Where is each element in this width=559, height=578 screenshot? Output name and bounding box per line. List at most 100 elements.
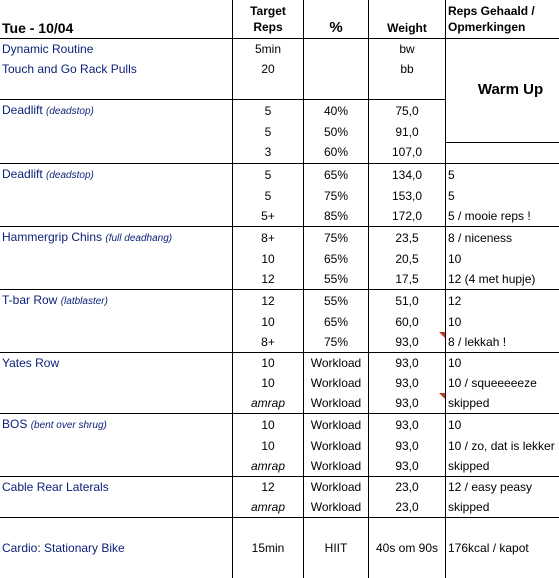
reps-cell[interactable]: 12 bbox=[233, 289, 304, 312]
percent-cell[interactable]: 75% bbox=[304, 226, 369, 249]
warm-up-label[interactable]: Warm Up bbox=[446, 39, 559, 143]
percent-cell[interactable]: 55% bbox=[304, 289, 369, 312]
weight-cell[interactable]: 93,0 bbox=[369, 413, 446, 436]
weight-cell[interactable]: 23,0 bbox=[369, 497, 446, 518]
note-cell[interactable]: 10 bbox=[446, 312, 559, 332]
percent-cell[interactable] bbox=[304, 517, 369, 538]
reps-cell[interactable] bbox=[233, 558, 304, 578]
exercise-cell[interactable] bbox=[0, 456, 233, 477]
weight-cell[interactable]: 40s om 90s bbox=[369, 538, 446, 558]
exercise-cell[interactable] bbox=[0, 269, 233, 290]
percent-cell[interactable]: Workload bbox=[304, 497, 369, 518]
weight-cell[interactable]: 153,0 bbox=[369, 186, 446, 206]
header-reps-done[interactable]: Reps Gehaald /Opmerkingen bbox=[446, 0, 559, 39]
percent-cell[interactable]: HIIT bbox=[304, 538, 369, 558]
exercise-cell[interactable] bbox=[0, 517, 233, 538]
percent-cell[interactable] bbox=[304, 39, 369, 60]
exercise-cell[interactable] bbox=[0, 558, 233, 578]
weight-cell[interactable]: 17,5 bbox=[369, 269, 446, 290]
percent-cell[interactable]: Workload bbox=[304, 373, 369, 393]
percent-cell[interactable]: Workload bbox=[304, 413, 369, 436]
exercise-cell[interactable] bbox=[0, 436, 233, 456]
reps-cell[interactable]: amrap bbox=[233, 393, 304, 414]
note-cell[interactable]: 5 bbox=[446, 186, 559, 206]
note-cell[interactable]: 8 / niceness bbox=[446, 226, 559, 249]
note-cell[interactable] bbox=[446, 558, 559, 578]
reps-cell[interactable]: 12 bbox=[233, 476, 304, 497]
reps-cell[interactable]: amrap bbox=[233, 497, 304, 518]
weight-cell[interactable]: 134,0 bbox=[369, 163, 446, 186]
percent-cell[interactable] bbox=[304, 79, 369, 100]
percent-cell[interactable] bbox=[304, 59, 369, 79]
percent-cell[interactable]: Workload bbox=[304, 393, 369, 414]
exercise-cell[interactable] bbox=[0, 206, 233, 227]
reps-cell[interactable]: amrap bbox=[233, 456, 304, 477]
weight-cell[interactable] bbox=[369, 517, 446, 538]
percent-cell[interactable]: 50% bbox=[304, 122, 369, 142]
note-cell[interactable]: skipped bbox=[446, 393, 559, 414]
reps-cell[interactable]: 5 bbox=[233, 122, 304, 142]
reps-cell[interactable]: 5 bbox=[233, 186, 304, 206]
note-cell[interactable]: 12 bbox=[446, 289, 559, 312]
reps-cell[interactable]: 10 bbox=[233, 352, 304, 373]
exercise-cell[interactable] bbox=[0, 186, 233, 206]
reps-cell[interactable]: 10 bbox=[233, 249, 304, 269]
note-cell[interactable]: 12 (4 met hupje) bbox=[446, 269, 559, 290]
weight-cell[interactable]: 20,5 bbox=[369, 249, 446, 269]
weight-cell[interactable]: 172,0 bbox=[369, 206, 446, 227]
weight-cell[interactable]: 23,0 bbox=[369, 476, 446, 497]
weight-cell[interactable]: 93,0 bbox=[369, 373, 446, 393]
weight-cell[interactable]: 75,0 bbox=[369, 100, 446, 123]
note-cell[interactable]: 10 bbox=[446, 352, 559, 373]
exercise-cell[interactable] bbox=[0, 142, 233, 163]
exercise-cell[interactable]: T-bar Row (latblaster) bbox=[0, 289, 233, 312]
reps-cell[interactable]: 3 bbox=[233, 142, 304, 163]
note-cell[interactable]: 10 / squeeeeeze bbox=[446, 373, 559, 393]
weight-cell[interactable]: 93,0 bbox=[369, 332, 446, 353]
note-cell[interactable]: skipped bbox=[446, 497, 559, 518]
weight-cell[interactable]: 93,0 bbox=[369, 436, 446, 456]
note-cell[interactable]: 12 / easy peasy bbox=[446, 476, 559, 497]
reps-cell[interactable]: 8+ bbox=[233, 332, 304, 353]
exercise-cell[interactable] bbox=[0, 393, 233, 414]
reps-cell[interactable]: 12 bbox=[233, 269, 304, 290]
weight-cell[interactable]: 91,0 bbox=[369, 122, 446, 142]
percent-cell[interactable]: 60% bbox=[304, 142, 369, 163]
percent-cell[interactable]: 65% bbox=[304, 249, 369, 269]
note-cell[interactable]: 8 / lekkah ! bbox=[446, 332, 559, 353]
reps-cell[interactable]: 10 bbox=[233, 413, 304, 436]
reps-cell[interactable]: 5+ bbox=[233, 206, 304, 227]
exercise-cell[interactable]: Cardio: Stationary Bike bbox=[0, 538, 233, 558]
exercise-cell[interactable] bbox=[0, 79, 233, 100]
percent-cell[interactable]: 85% bbox=[304, 206, 369, 227]
percent-cell[interactable]: Workload bbox=[304, 476, 369, 497]
weight-cell[interactable]: 93,0 bbox=[369, 352, 446, 373]
note-cell[interactable]: 5 / mooie reps ! bbox=[446, 206, 559, 227]
reps-cell[interactable]: 5 bbox=[233, 100, 304, 123]
exercise-cell[interactable]: BOS (bent over shrug) bbox=[0, 413, 233, 436]
exercise-cell[interactable] bbox=[0, 373, 233, 393]
percent-cell[interactable]: 40% bbox=[304, 100, 369, 123]
reps-cell[interactable]: 5 bbox=[233, 163, 304, 186]
exercise-cell[interactable] bbox=[0, 249, 233, 269]
note-cell[interactable] bbox=[446, 517, 559, 538]
percent-cell[interactable]: 75% bbox=[304, 186, 369, 206]
note-cell[interactable]: 10 bbox=[446, 413, 559, 436]
reps-cell[interactable]: 10 bbox=[233, 373, 304, 393]
weight-cell[interactable]: bb bbox=[369, 59, 446, 79]
exercise-cell[interactable]: Deadlift (deadstop) bbox=[0, 100, 233, 123]
exercise-cell[interactable]: Deadlift (deadstop) bbox=[0, 163, 233, 186]
percent-cell[interactable]: Workload bbox=[304, 456, 369, 477]
weight-cell[interactable]: 93,0 bbox=[369, 393, 446, 414]
reps-cell[interactable]: 15min bbox=[233, 538, 304, 558]
note-cell[interactable] bbox=[446, 142, 559, 163]
exercise-cell[interactable] bbox=[0, 312, 233, 332]
weight-cell[interactable]: 93,0 bbox=[369, 456, 446, 477]
note-cell[interactable]: 10 / zo, dat is lekker bbox=[446, 436, 559, 456]
weight-cell[interactable]: 60,0 bbox=[369, 312, 446, 332]
reps-cell[interactable]: 10 bbox=[233, 436, 304, 456]
percent-cell[interactable]: 65% bbox=[304, 163, 369, 186]
weight-cell[interactable]: bw bbox=[369, 39, 446, 60]
sheet-title[interactable]: Tue - 10/04 bbox=[0, 0, 233, 39]
